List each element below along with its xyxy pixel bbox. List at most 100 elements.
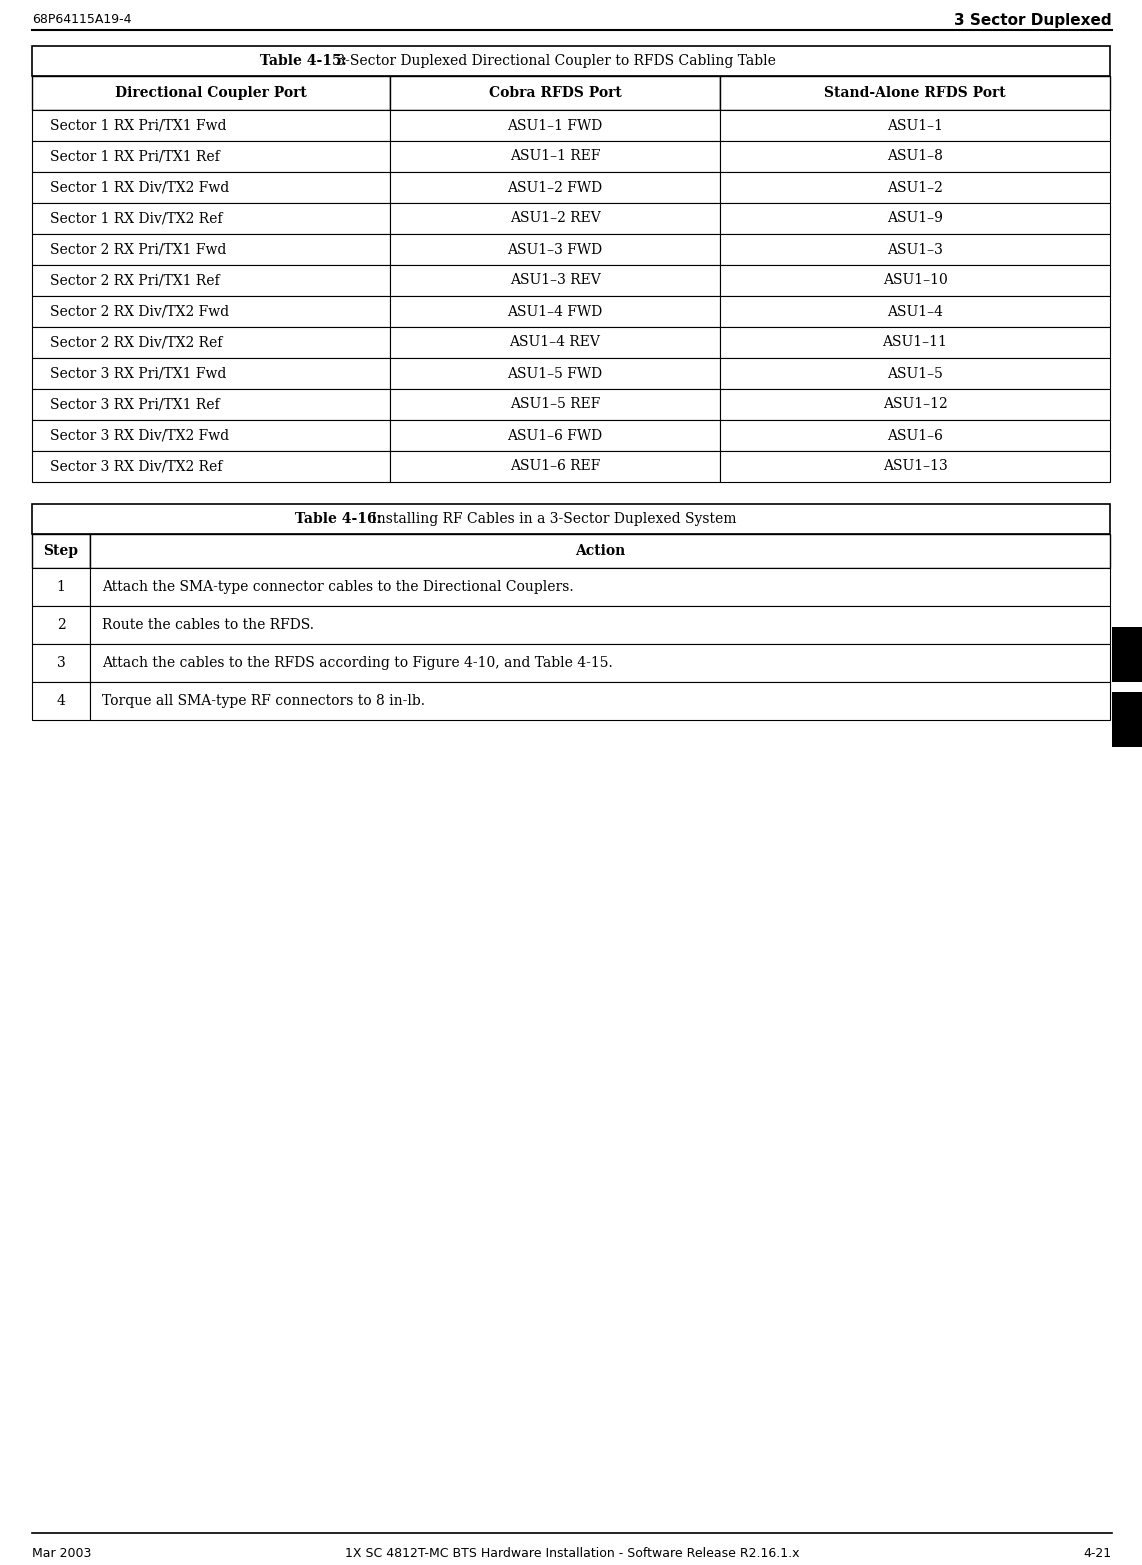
- Bar: [32, 203, 391, 235]
- Bar: [32, 110, 391, 141]
- Text: 3 Sector Duplexed: 3 Sector Duplexed: [955, 13, 1112, 28]
- Bar: [719, 358, 1110, 390]
- Bar: [391, 110, 719, 141]
- Bar: [32, 606, 90, 645]
- Text: ASU1–10: ASU1–10: [883, 274, 948, 288]
- Bar: [1112, 692, 1142, 747]
- Text: ASU1–2 FWD: ASU1–2 FWD: [507, 180, 603, 194]
- Bar: [32, 327, 391, 358]
- Text: ASU1–3: ASU1–3: [887, 243, 943, 257]
- Text: ASU1–6 REF: ASU1–6 REF: [509, 460, 601, 474]
- Bar: [719, 390, 1110, 419]
- Text: Directional Coupler Port: Directional Coupler Port: [115, 86, 307, 100]
- Bar: [32, 45, 1110, 77]
- Bar: [32, 534, 90, 568]
- Text: ASU1–4: ASU1–4: [887, 305, 943, 319]
- Text: ASU1–4 FWD: ASU1–4 FWD: [507, 305, 603, 319]
- Bar: [32, 568, 90, 606]
- Text: ASU1–2: ASU1–2: [887, 180, 943, 194]
- Bar: [90, 534, 1110, 568]
- Bar: [719, 235, 1110, 264]
- Text: Installing RF Cables in a 3-Sector Duplexed System: Installing RF Cables in a 3-Sector Duple…: [367, 512, 737, 526]
- Bar: [719, 110, 1110, 141]
- Text: ASU1–1 FWD: ASU1–1 FWD: [507, 119, 603, 133]
- Text: ASU1–5: ASU1–5: [887, 366, 943, 380]
- Text: Mar 2003: Mar 2003: [32, 1546, 91, 1560]
- Text: Sector 3 RX Pri/TX1 Ref: Sector 3 RX Pri/TX1 Ref: [50, 398, 219, 412]
- Bar: [391, 203, 719, 235]
- Text: Attach the SMA-type connector cables to the Directional Couplers.: Attach the SMA-type connector cables to …: [102, 581, 573, 595]
- Text: Attach the cables to the RFDS according to Figure 4-10, and Table 4-15.: Attach the cables to the RFDS according …: [102, 656, 613, 670]
- Bar: [719, 172, 1110, 203]
- Text: Sector 3 RX Div/TX2 Fwd: Sector 3 RX Div/TX2 Fwd: [50, 429, 230, 443]
- Bar: [32, 172, 391, 203]
- Text: 4: 4: [57, 693, 65, 707]
- Text: ASU1–5 REF: ASU1–5 REF: [509, 398, 601, 412]
- Text: ASU1–6 FWD: ASU1–6 FWD: [507, 429, 603, 443]
- Bar: [391, 358, 719, 390]
- Text: ASU1–12: ASU1–12: [883, 398, 948, 412]
- Text: 68P64115A19-4: 68P64115A19-4: [32, 13, 131, 27]
- Text: Cobra RFDS Port: Cobra RFDS Port: [489, 86, 621, 100]
- Bar: [32, 504, 1110, 534]
- Bar: [90, 568, 1110, 606]
- Text: ASU1–1 REF: ASU1–1 REF: [509, 150, 601, 163]
- Bar: [719, 296, 1110, 327]
- Text: Sector 1 RX Div/TX2 Fwd: Sector 1 RX Div/TX2 Fwd: [50, 180, 230, 194]
- Text: 1X SC 4812T-MC BTS Hardware Installation - Software Release R2.16.1.x: 1X SC 4812T-MC BTS Hardware Installation…: [345, 1546, 799, 1560]
- Bar: [719, 451, 1110, 482]
- Text: ASU1–9: ASU1–9: [887, 211, 943, 225]
- Text: ASU1–11: ASU1–11: [883, 335, 948, 349]
- Bar: [391, 327, 719, 358]
- Bar: [719, 77, 1110, 110]
- Text: ASU1–1: ASU1–1: [887, 119, 943, 133]
- Bar: [719, 419, 1110, 451]
- Bar: [32, 264, 391, 296]
- Bar: [391, 172, 719, 203]
- Text: ASU1–3 FWD: ASU1–3 FWD: [507, 243, 603, 257]
- Text: 2: 2: [57, 618, 65, 632]
- Text: Torque all SMA-type RF connectors to 8 in-lb.: Torque all SMA-type RF connectors to 8 i…: [102, 693, 425, 707]
- Bar: [391, 141, 719, 172]
- Bar: [32, 390, 391, 419]
- Text: Sector 2 RX Pri/TX1 Fwd: Sector 2 RX Pri/TX1 Fwd: [50, 243, 226, 257]
- Text: 4-21: 4-21: [1084, 1546, 1112, 1560]
- Bar: [32, 645, 90, 682]
- Bar: [391, 235, 719, 264]
- Text: Sector 2 RX Div/TX2 Ref: Sector 2 RX Div/TX2 Ref: [50, 335, 223, 349]
- Bar: [32, 141, 391, 172]
- Bar: [719, 264, 1110, 296]
- Text: 4: 4: [1121, 668, 1133, 685]
- Bar: [391, 451, 719, 482]
- Text: 3: 3: [57, 656, 65, 670]
- Text: Step: Step: [43, 545, 79, 559]
- Bar: [32, 296, 391, 327]
- Text: ASU1–6: ASU1–6: [887, 429, 943, 443]
- Text: ASU1–13: ASU1–13: [883, 460, 948, 474]
- Bar: [90, 645, 1110, 682]
- Bar: [32, 235, 391, 264]
- Bar: [391, 264, 719, 296]
- Bar: [32, 682, 90, 720]
- Text: Sector 2 RX Div/TX2 Fwd: Sector 2 RX Div/TX2 Fwd: [50, 305, 230, 319]
- Bar: [391, 419, 719, 451]
- Text: Table 4-16:: Table 4-16:: [295, 512, 381, 526]
- Text: Sector 1 RX Pri/TX1 Fwd: Sector 1 RX Pri/TX1 Fwd: [50, 119, 226, 133]
- Text: Sector 2 RX Pri/TX1 Ref: Sector 2 RX Pri/TX1 Ref: [50, 274, 219, 288]
- Bar: [391, 296, 719, 327]
- Bar: [719, 203, 1110, 235]
- Bar: [391, 77, 719, 110]
- Text: ASU1–5 FWD: ASU1–5 FWD: [507, 366, 603, 380]
- Bar: [32, 77, 391, 110]
- Bar: [719, 141, 1110, 172]
- Text: ASU1–3 REV: ASU1–3 REV: [509, 274, 601, 288]
- Text: ASU1–2 REV: ASU1–2 REV: [509, 211, 601, 225]
- Bar: [32, 451, 391, 482]
- Bar: [90, 682, 1110, 720]
- Bar: [391, 390, 719, 419]
- Text: 3-Sector Duplexed Directional Coupler to RFDS Cabling Table: 3-Sector Duplexed Directional Coupler to…: [332, 55, 775, 67]
- Text: Table 4-15:: Table 4-15:: [260, 55, 347, 67]
- Text: 1: 1: [57, 581, 65, 595]
- Text: Route the cables to the RFDS.: Route the cables to the RFDS.: [102, 618, 314, 632]
- Text: Sector 1 RX Div/TX2 Ref: Sector 1 RX Div/TX2 Ref: [50, 211, 223, 225]
